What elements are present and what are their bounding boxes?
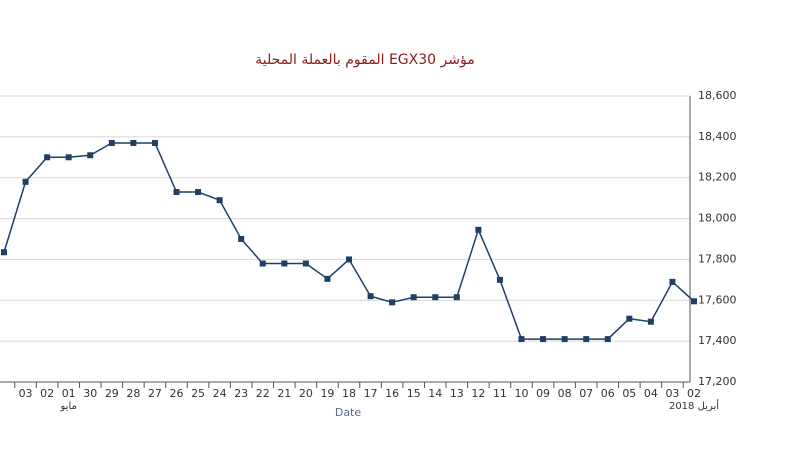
point: [691, 298, 697, 305]
point: [496, 276, 503, 283]
point: [195, 189, 202, 196]
x-tick-label: 06: [601, 387, 615, 400]
point: [453, 294, 460, 301]
point: [281, 260, 288, 267]
x-tick-label: 01: [62, 387, 76, 400]
x-tick-label: 22: [256, 387, 270, 400]
x-tick-label: 03: [665, 387, 679, 400]
x-tick-label: 12: [471, 387, 485, 400]
x-tick-label: 05: [622, 387, 636, 400]
x-tick-label: 09: [536, 387, 550, 400]
y-tick-label: 18,200: [698, 171, 737, 184]
point: [604, 336, 611, 343]
x-tick-label: 02: [687, 387, 701, 400]
x-tick-label: 18: [342, 387, 356, 400]
series-line: [3, 142, 695, 340]
point: [647, 318, 654, 325]
x-tick-label: 25: [191, 387, 205, 400]
point: [238, 236, 245, 242]
point: [432, 294, 439, 301]
x-sublabel: أبريل 2018: [669, 399, 719, 412]
x-tick-label: 27: [148, 387, 162, 400]
point: [22, 178, 29, 185]
point: [108, 139, 115, 146]
x-tick-label: 13: [450, 387, 464, 400]
y-tick-label: 18,400: [698, 130, 737, 143]
x-tick-label: 14: [428, 387, 442, 400]
chart-title: مؤشر EGX30 المقوم بالعملة المحلية: [255, 52, 474, 68]
y-tick-label: 17,400: [698, 334, 737, 347]
point: [259, 260, 266, 267]
point: [87, 152, 94, 159]
x-tick-label: 23: [234, 387, 248, 400]
point: [302, 260, 309, 267]
y-tick-label: 17,200: [698, 375, 737, 388]
x-tick-label: 02: [40, 387, 54, 400]
point: [669, 278, 676, 285]
x-axis-label: Date: [335, 406, 362, 419]
y-tick-label: 17,800: [698, 252, 737, 265]
point: [540, 336, 547, 343]
point: [475, 226, 482, 233]
y-tick-label: 18,000: [698, 212, 737, 225]
point: [626, 315, 633, 322]
point: [1, 249, 7, 256]
point: [324, 275, 331, 282]
x-tick-label: 07: [579, 387, 593, 400]
x-sublabel: مايو: [60, 401, 77, 412]
x-tick-label: 17: [364, 387, 378, 400]
point: [346, 256, 352, 263]
x-tick-label: 16: [385, 387, 399, 400]
x-tick-label: 24: [213, 387, 227, 400]
point: [561, 336, 568, 343]
point: [583, 336, 590, 343]
x-tick-label: 30: [83, 387, 97, 400]
point: [367, 293, 374, 300]
point: [518, 336, 525, 343]
x-tick-label: 15: [407, 387, 421, 400]
x-tick-label: 11: [493, 387, 507, 400]
point: [173, 189, 180, 196]
point: [130, 139, 137, 146]
x-tick-label: 10: [515, 387, 529, 400]
x-tick-label: 20: [299, 387, 313, 400]
point: [44, 154, 51, 161]
point: [65, 154, 72, 161]
point: [216, 197, 223, 204]
x-tick-label: 19: [320, 387, 334, 400]
x-tick-label: 26: [170, 387, 184, 400]
x-tick-label: 29: [105, 387, 119, 400]
x-tick-label: 28: [126, 387, 140, 400]
x-tick-label: 03: [19, 387, 33, 400]
x-tick-label: 21: [277, 387, 291, 400]
point: [389, 299, 396, 306]
point: [151, 139, 158, 146]
y-tick-label: 17,600: [698, 293, 737, 306]
x-tick-label: 08: [558, 387, 572, 400]
x-tick-label: 04: [644, 387, 658, 400]
point: [410, 294, 417, 301]
y-tick-label: 18,600: [698, 89, 737, 102]
